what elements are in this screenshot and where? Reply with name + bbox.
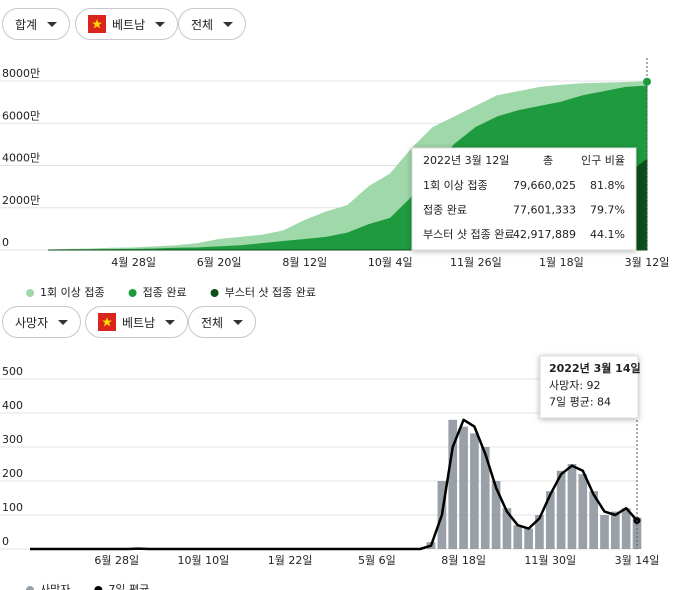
legend-swatch: [26, 586, 34, 590]
tooltip-value: 77,601,333: [513, 204, 576, 217]
dropdown-label: 합계: [15, 17, 38, 32]
dropdown-label: 사망자: [15, 315, 49, 330]
tooltip-line: 사망자: 92: [549, 379, 601, 392]
range-dropdown[interactable]: 전체: [188, 306, 257, 338]
y-tick-label: 6000만: [2, 109, 40, 122]
dropdown-label: 베트남: [122, 315, 156, 330]
dropdown-label: 전체: [191, 17, 214, 32]
end-point: [643, 77, 651, 86]
legend-swatch: [210, 289, 219, 297]
x-tick-label: 10월 4일: [368, 255, 413, 269]
legend-label: 부스터 샷 접종 완료: [225, 286, 316, 299]
dropdown-label: 베트남: [112, 17, 146, 32]
flag: [88, 15, 106, 33]
y-tick-label: 0: [2, 236, 9, 249]
x-tick-label: 8월 12일: [282, 255, 327, 269]
bar: [459, 426, 468, 549]
legend-label: 7일 평균: [108, 582, 149, 590]
bar: [556, 470, 566, 549]
legend-label: 1회 이상 접종: [40, 286, 105, 299]
bar: [600, 515, 609, 549]
tooltip-percent: 79.7%: [590, 204, 625, 217]
country-dropdown[interactable]: 베트남: [85, 306, 189, 338]
tooltip-title: 2022년 3월 12일: [423, 153, 509, 167]
metric-dropdown[interactable]: 사망자: [2, 306, 82, 338]
tooltip-header: 인구 비율: [581, 154, 625, 167]
tooltip-percent: 81.8%: [590, 179, 625, 192]
legend-swatch: [94, 586, 103, 590]
y-tick-label: 4000만: [2, 152, 40, 165]
x-tick-label: 6월 28일: [94, 553, 139, 567]
metric-dropdown[interactable]: 합계: [2, 8, 71, 40]
bar: [491, 481, 501, 549]
flag: [98, 313, 116, 331]
y-tick-label: 300: [2, 433, 23, 446]
x-tick-label: 1월 22일: [268, 553, 313, 567]
x-tick-label: 8월 18일: [441, 553, 486, 567]
tooltip-label: 부스터 샷 접종 완료: [423, 228, 514, 241]
y-tick-label: 200: [2, 467, 23, 480]
tooltip-percent: 44.1%: [590, 228, 625, 241]
tooltip: [411, 147, 637, 251]
x-tick-label: 11월 26일: [450, 255, 502, 269]
bar: [502, 508, 512, 549]
bar: [545, 491, 555, 549]
bar: [524, 528, 533, 549]
tooltip-title: 2022년 3월 14일: [549, 361, 641, 375]
tooltip-value: 79,660,025: [513, 179, 576, 192]
average-line: [30, 418, 638, 551]
y-tick-label: 400: [2, 399, 23, 412]
legend-swatch: [26, 289, 34, 297]
tooltip-line: 7일 평균: 84: [549, 395, 611, 409]
bar: [513, 525, 523, 549]
bar: [535, 515, 544, 549]
dropdown-label: 전체: [201, 315, 224, 330]
bar: [470, 433, 479, 549]
bar: [480, 447, 490, 549]
legend-label: 접종 완료: [143, 286, 187, 299]
tooltip-value: 42,917,889: [513, 228, 576, 241]
legend-swatch: [128, 289, 137, 297]
country-dropdown[interactable]: 베트남: [75, 8, 179, 40]
x-tick-label: 3월 14일: [615, 553, 660, 567]
y-tick-label: 500: [2, 365, 23, 378]
x-tick-label: 1월 18일: [539, 255, 584, 269]
y-tick-label: 100: [2, 501, 23, 514]
bar: [567, 464, 577, 549]
x-tick-label: 3월 12일: [625, 255, 670, 269]
bar: [621, 508, 631, 549]
bar: [578, 474, 588, 549]
bar: [448, 419, 458, 549]
x-tick-label: 5월 6일: [358, 553, 396, 567]
tooltip-label: 1회 이상 접종: [423, 179, 488, 192]
range-dropdown[interactable]: 전체: [178, 8, 247, 40]
x-tick-label: 6월 20일: [197, 255, 242, 269]
y-tick-label: 2000만: [2, 194, 40, 207]
bar: [589, 491, 598, 549]
tooltip-label: 접종 완료: [423, 204, 467, 217]
x-tick-label: 11월 30일: [524, 553, 576, 567]
legend-label: 사망자: [40, 583, 70, 590]
tooltip: [539, 355, 639, 419]
y-tick-label: 8000만: [2, 67, 40, 80]
x-tick-label: 4월 28일: [111, 255, 156, 269]
x-tick-label: 10월 10일: [178, 553, 230, 567]
tooltip-header: 총: [543, 154, 553, 167]
y-tick-label: 0: [2, 535, 9, 548]
bar: [610, 511, 620, 549]
